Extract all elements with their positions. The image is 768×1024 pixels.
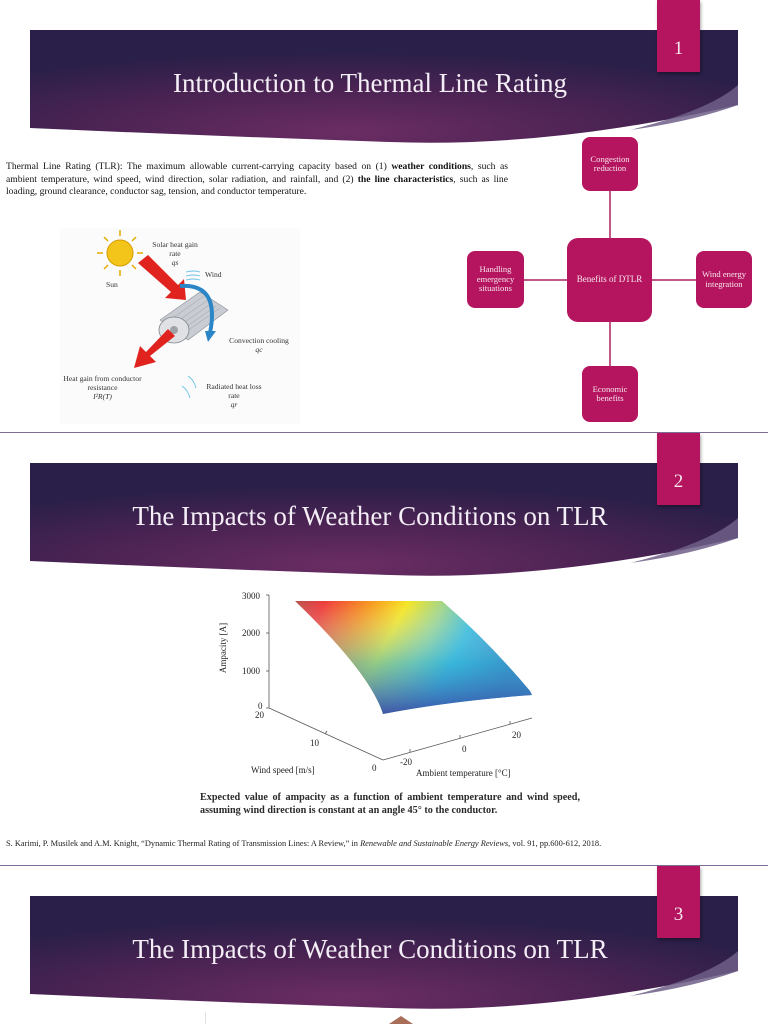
y-axis-label: Wind speed [m/s]: [251, 765, 315, 775]
reference-citation: S. Karimi, P. Musilek and A.M. Knight, “…: [6, 839, 602, 848]
wind-label: Wind: [205, 270, 222, 279]
banner-shape: [30, 463, 738, 576]
benefits-center-node: Benefits of DTLR: [567, 238, 652, 322]
x-tick: 0: [462, 744, 467, 754]
connector-bottom: [609, 320, 611, 368]
slide-title: The Impacts of Weather Conditions on TLR: [132, 934, 608, 964]
solar-arrow-icon: [138, 255, 186, 300]
z-tick: 1000: [242, 666, 260, 676]
title-banner: Introduction to Thermal Line Rating: [30, 30, 738, 145]
content-edge: [205, 1012, 206, 1024]
y-tick: 20: [255, 710, 264, 720]
slide-title: The Impacts of Weather Conditions on TLR: [132, 501, 608, 531]
slide-divider: [0, 865, 768, 866]
z-tick: 0: [258, 701, 263, 711]
sun-label: Sun: [106, 280, 118, 289]
convection-label: Convection cooling qc: [229, 336, 289, 354]
y-tick: 10: [310, 738, 319, 748]
sun-icon: [97, 230, 143, 276]
benefit-wind-integration: Wind energy integration: [696, 251, 752, 308]
banner-shape: [30, 30, 738, 143]
title-banner: The Impacts of Weather Conditions on TLR: [30, 896, 738, 1011]
convection-arrow-icon: [179, 283, 214, 334]
slide-number-badge: 2: [657, 433, 700, 505]
wind-icon: [185, 270, 201, 281]
x-tick: -20: [400, 757, 412, 767]
figure-peak-shape: [389, 1016, 413, 1024]
radiated-heat-label: Radiated heat loss rate qr: [206, 382, 262, 409]
tlr-definition: Thermal Line Rating (TLR): The maximum a…: [6, 161, 508, 197]
connector-top: [609, 190, 611, 240]
z-axis-label: Ampacity [A]: [218, 622, 229, 674]
radiated-heat-icon: [181, 375, 197, 399]
z-tick: 3000: [242, 591, 260, 601]
figure-caption: Expected value of ampacity as a function…: [200, 792, 580, 816]
benefit-economic: Economic benefits: [582, 366, 638, 422]
y-axis: [268, 707, 384, 761]
slide-1: Introduction to Thermal Line Rating 1 Th…: [0, 0, 768, 432]
connector-left: [524, 279, 568, 281]
banner-shape: [30, 896, 738, 1009]
z-tick: 2000: [242, 628, 260, 638]
x-axis-label: Ambient temperature [°C]: [416, 768, 511, 778]
heat-gain-label: Heat gain from conductor resistance I²R(T…: [63, 374, 142, 401]
connector-right: [652, 279, 696, 281]
slide-title: Introduction to Thermal Line Rating: [173, 68, 567, 98]
heat-gain-arrow-icon: [134, 329, 175, 368]
slide-number-badge: 3: [657, 866, 700, 938]
solar-heat-label: Solar heat gain rate qs: [152, 240, 198, 267]
title-banner: The Impacts of Weather Conditions on TLR: [30, 463, 738, 578]
y-tick: 0: [372, 763, 377, 773]
slide-divider: [0, 432, 768, 433]
slide-number-badge: 1: [657, 0, 700, 72]
thermal-balance-diagram: Solar heat gain rate qs Wind Sun Convecti…: [60, 228, 300, 424]
x-axis: [382, 717, 533, 761]
x-tick: 20: [512, 730, 521, 740]
slide-2: The Impacts of Weather Conditions on TLR…: [0, 433, 768, 865]
ampacity-surface-chart: 3000 2000 1000 0 Ampacity [A] 20 10 0 Wi…: [218, 583, 560, 783]
benefit-congestion-reduction: Congestion reduction: [582, 137, 638, 191]
benefit-emergency-situations: Handling emergency situations: [467, 251, 524, 308]
slide-3: The Impacts of Weather Conditions on TLR…: [0, 866, 768, 1024]
